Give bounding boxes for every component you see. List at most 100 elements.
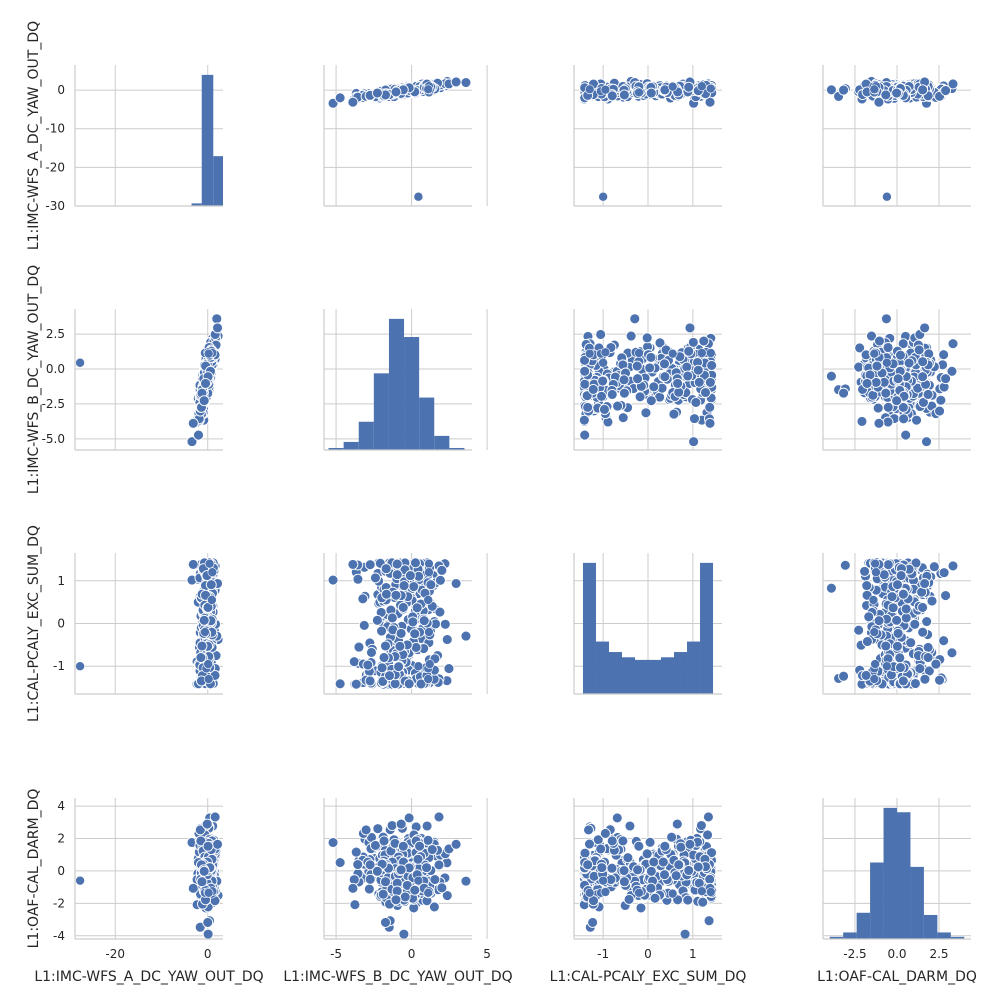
y-tick-label: -2.5 (42, 397, 65, 411)
scatter-point (348, 656, 360, 668)
y-tick-label: 4 (57, 799, 65, 813)
hist-bar (595, 641, 609, 694)
scatter-point (946, 647, 958, 659)
scatter-point (891, 395, 903, 407)
scatter-point (395, 864, 407, 876)
y-tick-label: -10 (45, 122, 65, 136)
scatter-point (659, 840, 671, 852)
hist-bar (648, 659, 662, 694)
hist-bar (358, 421, 374, 450)
panel-2-3 (822, 553, 971, 695)
scatter-point (443, 663, 455, 675)
scatter-point (838, 670, 850, 682)
scatter-point (886, 591, 898, 603)
scatter-point (682, 370, 694, 382)
scatter-point (900, 612, 912, 624)
scatter-point (418, 615, 430, 627)
scatter-point (645, 351, 657, 363)
panel-1-2 (573, 309, 722, 451)
scatter-point (618, 387, 630, 399)
scatter-point (825, 84, 837, 96)
x-tick-label: 0 (204, 947, 212, 961)
hist-bar (582, 562, 596, 694)
scatter-point (395, 627, 407, 639)
scatter-point (398, 928, 410, 940)
scatter-point (921, 616, 933, 627)
scatter-point (394, 640, 406, 652)
scatter-point (353, 641, 365, 653)
highlight-point (423, 84, 434, 95)
scatter-point (922, 641, 934, 653)
highlight-point (584, 348, 595, 359)
panel-0-0: -30 -20 -10 0 (45, 65, 223, 213)
scatter-point (617, 835, 629, 847)
scatter-point (917, 601, 929, 613)
highlight-point (870, 558, 880, 569)
panel-0-3 (822, 65, 971, 207)
scatter-point (882, 342, 894, 353)
highlight-point (424, 567, 434, 578)
scatter-point (919, 578, 931, 589)
scatter-point (391, 569, 403, 581)
scatter-point (673, 859, 685, 871)
scatter-point (900, 603, 912, 615)
scatter-point (460, 630, 472, 642)
scatter-point (668, 408, 680, 420)
scatter-point (409, 628, 421, 640)
outlier-point (75, 661, 85, 672)
scatter-point (882, 416, 894, 428)
scatter-point (670, 870, 682, 882)
scatter-point (617, 412, 629, 424)
scatter-point (693, 376, 705, 388)
scatter-point (649, 892, 661, 904)
scatter-point (349, 899, 361, 911)
hist-bar (674, 652, 688, 694)
scatter-point (606, 862, 618, 874)
scatter-point (429, 874, 441, 885)
scatter-point (702, 811, 714, 823)
scatter-point (201, 818, 213, 830)
highlight-point (424, 659, 435, 669)
scatter-point (641, 332, 653, 344)
y-axis-label: L1:OAF-CAL_DARM_DQ (26, 789, 42, 949)
scatter-point (940, 373, 952, 385)
scatter-point (587, 916, 599, 928)
scatter-point (880, 89, 892, 101)
hist-bar (687, 641, 701, 694)
panel-2-0: -1 0 1 (53, 553, 224, 695)
outlier-point (75, 875, 85, 886)
scatter-point (632, 373, 644, 385)
outlier-point (413, 191, 424, 202)
hist-bar (700, 562, 714, 694)
x-tick-label: -1 (597, 947, 609, 961)
scatter-point (347, 882, 359, 894)
scatter-point (414, 840, 426, 852)
scatter-point (882, 401, 894, 413)
scatter-point (436, 564, 448, 576)
highlight-point (869, 84, 880, 95)
panel-0-2 (573, 65, 722, 207)
scatter-point (364, 675, 376, 687)
scatter-point (683, 865, 695, 876)
scatter-point (683, 81, 695, 93)
x-tick-label: -20 (105, 947, 125, 961)
y-tick-label: -20 (45, 160, 65, 174)
scatter-point (425, 579, 437, 591)
y-axis-label: L1:IMC-WFS_A_DC_YAW_OUT_DQ (26, 21, 42, 250)
panel-2-2 (573, 553, 722, 695)
scatter-point (364, 873, 376, 885)
scatter-point (700, 387, 711, 398)
scatter-sample (825, 76, 959, 109)
highlight-point (424, 627, 434, 637)
y-tick-label: 0 (57, 83, 65, 97)
scatter-point (397, 601, 409, 613)
scatter-point (703, 915, 715, 927)
y-tick-label: -4 (53, 929, 65, 943)
highlight-point (207, 595, 217, 605)
scatter-point (675, 841, 687, 853)
scatter-point (666, 831, 678, 843)
highlight-point (667, 81, 678, 92)
scatter-point (644, 836, 656, 848)
